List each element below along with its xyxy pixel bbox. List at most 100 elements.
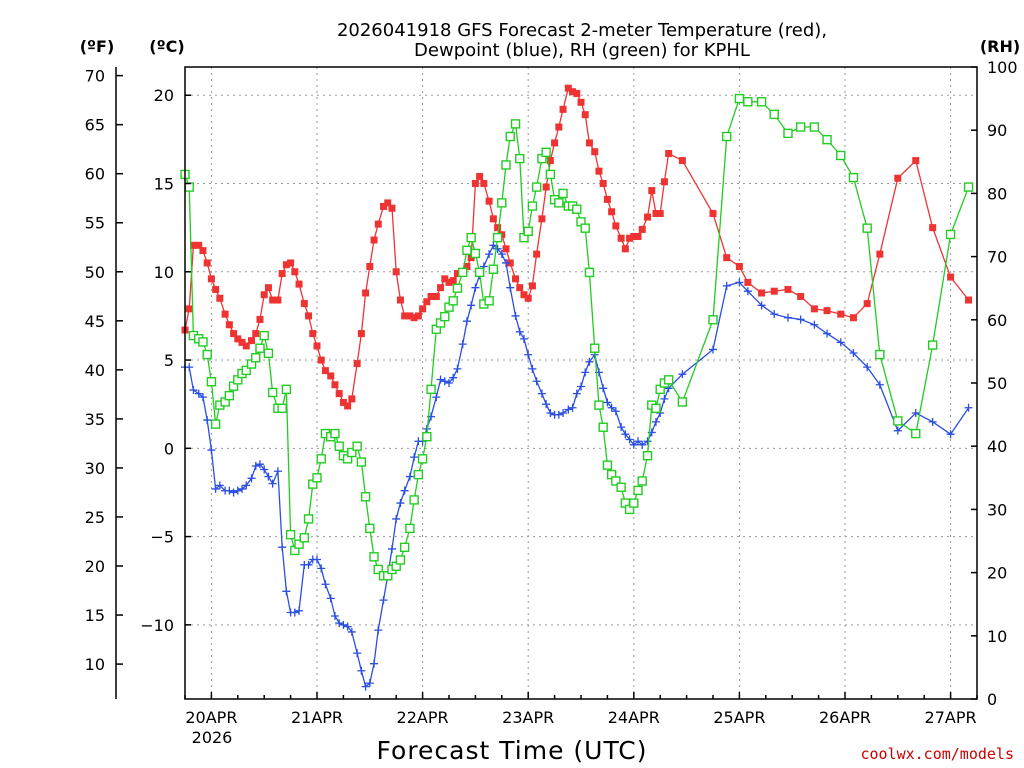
temperature-point bbox=[660, 178, 668, 186]
dewpoint-point bbox=[326, 594, 335, 603]
temperature-point bbox=[849, 314, 857, 322]
temperature-point bbox=[810, 305, 818, 313]
rh-point bbox=[224, 390, 235, 401]
temperature-series bbox=[181, 84, 973, 410]
dewpoint-point bbox=[678, 370, 687, 379]
rh-point bbox=[541, 147, 551, 158]
dewpoint-point bbox=[515, 327, 524, 336]
temperature-point bbox=[216, 294, 224, 302]
temperature-point bbox=[321, 367, 329, 375]
temperature-point bbox=[652, 210, 660, 218]
temperature-point bbox=[295, 280, 303, 288]
temperature-point bbox=[617, 234, 625, 242]
rh-point bbox=[594, 400, 604, 410]
temperature-point bbox=[195, 241, 203, 249]
dewpoint-point bbox=[546, 409, 555, 418]
temperature-point bbox=[238, 338, 246, 346]
rh-point bbox=[769, 109, 779, 120]
rh-tick-label: 50 bbox=[987, 374, 1007, 393]
rh-point bbox=[572, 204, 582, 214]
rh-point bbox=[743, 97, 753, 107]
rh-point bbox=[708, 315, 718, 325]
temperature-point bbox=[225, 321, 233, 329]
temperature-point bbox=[317, 356, 325, 364]
temperature-point bbox=[212, 285, 220, 293]
rh-point bbox=[210, 419, 221, 429]
dewpoint-point bbox=[458, 340, 467, 349]
rh-point bbox=[616, 482, 626, 492]
temperature-point bbox=[837, 310, 845, 318]
temperature-point bbox=[189, 241, 197, 249]
temperature-point bbox=[489, 215, 497, 223]
dewpoint-point bbox=[607, 403, 616, 412]
rh-point bbox=[637, 476, 647, 486]
temperature-point bbox=[432, 292, 440, 300]
rh-unit-label: (RH) bbox=[980, 37, 1020, 56]
dewpoint-point bbox=[810, 320, 819, 329]
temperature-point bbox=[199, 247, 207, 255]
dewpoint-point bbox=[330, 612, 339, 621]
rh-point bbox=[734, 93, 745, 104]
temperature-point bbox=[274, 296, 282, 304]
temperature-point bbox=[230, 330, 238, 338]
x-tick-label: 24APR bbox=[608, 708, 660, 727]
rh-point bbox=[945, 229, 956, 240]
x-tick-label: 27APR bbox=[925, 708, 977, 727]
rh-point bbox=[466, 232, 476, 243]
dewpoint-point bbox=[353, 649, 362, 658]
temperature-point bbox=[370, 236, 378, 244]
f-tick-label: 35 bbox=[85, 410, 105, 429]
rh-point bbox=[462, 245, 472, 255]
temperature-point bbox=[758, 289, 766, 297]
dewpoint-point bbox=[757, 301, 766, 310]
temperature-point bbox=[476, 172, 484, 180]
dewpoint-point bbox=[911, 409, 920, 418]
temperature-point bbox=[327, 372, 335, 380]
temperature-point bbox=[965, 296, 973, 304]
temperature-point bbox=[494, 224, 502, 232]
temperature-point bbox=[242, 342, 250, 350]
dewpoint-point bbox=[559, 409, 568, 418]
dewpoint-point bbox=[783, 313, 792, 322]
temperature-point bbox=[608, 208, 616, 216]
dewpoint-point bbox=[823, 329, 832, 338]
temperature-point bbox=[723, 254, 731, 262]
dewpoint-point bbox=[519, 334, 528, 343]
rh-point bbox=[251, 353, 261, 363]
temperature-point bbox=[528, 282, 536, 290]
dewpoint-point bbox=[651, 417, 660, 426]
temperature-point bbox=[278, 270, 286, 278]
temperature-point bbox=[252, 330, 260, 338]
dewpoint-point bbox=[863, 363, 872, 372]
temperature-point bbox=[591, 148, 599, 156]
temperature-point bbox=[374, 220, 382, 228]
dewpoint-point bbox=[357, 666, 366, 675]
dewpoint-point bbox=[796, 315, 805, 324]
dewpoint-point bbox=[255, 460, 264, 469]
dewpoint-point bbox=[339, 620, 348, 629]
dewpoint-point bbox=[743, 287, 752, 296]
dewpoint-point bbox=[542, 400, 551, 409]
rh-tick-label: 100 bbox=[987, 58, 1018, 77]
rh-point bbox=[492, 232, 503, 243]
temperature-point bbox=[445, 278, 453, 286]
rh-point bbox=[501, 160, 511, 170]
f-tick-label: 10 bbox=[85, 655, 105, 674]
rh-point bbox=[911, 428, 921, 439]
rh-point bbox=[255, 343, 265, 353]
dewpoint-point bbox=[875, 380, 884, 389]
dewpoint-point bbox=[572, 389, 581, 398]
temperature-point bbox=[665, 150, 673, 158]
dewpoint-point bbox=[485, 250, 494, 259]
x-tick-label: 20APR bbox=[185, 708, 237, 727]
dewpoint-point bbox=[554, 410, 563, 419]
f-tick-label: 45 bbox=[85, 312, 105, 331]
rh-point bbox=[356, 457, 367, 467]
temperature-point bbox=[313, 342, 321, 350]
dewpoint-point bbox=[893, 426, 902, 435]
dewpoint-point bbox=[453, 364, 462, 373]
dewpoint-point bbox=[497, 250, 506, 259]
rh-point bbox=[611, 476, 621, 486]
dewpoint-point bbox=[225, 486, 234, 495]
temperature-point bbox=[630, 232, 638, 240]
